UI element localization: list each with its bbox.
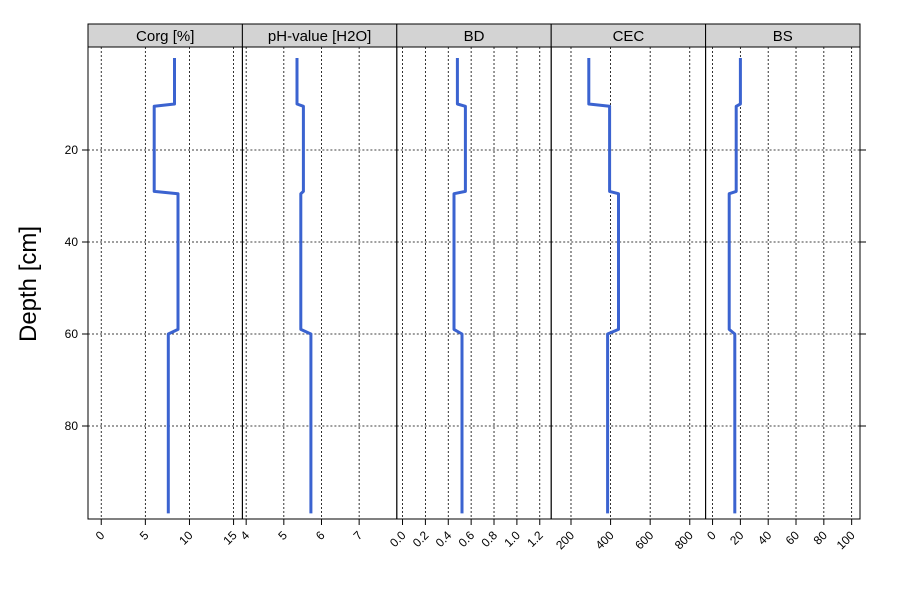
x-tick-label: 4 [238, 528, 253, 543]
x-tick-label: 600 [632, 528, 656, 552]
panel-2: pH-value [H2O] 4 5 6 7 [238, 24, 397, 543]
x-tick-label: 15 [220, 528, 240, 548]
panel-frame [397, 47, 551, 519]
panel-1: Corg [%] 0 5 10 15 [88, 24, 242, 548]
x-tick-label: 0.6 [456, 528, 478, 550]
x-tick-label: 0 [93, 528, 108, 543]
panel-title: BS [773, 28, 793, 45]
profile-line [297, 58, 311, 513]
profile-line [454, 58, 465, 513]
panel-title: BD [464, 28, 485, 45]
panel-4: CEC 200 400 600 800 [551, 24, 705, 552]
profile-line [154, 58, 178, 513]
profile-line [729, 58, 740, 513]
x-tick-label: 80 [811, 528, 831, 548]
x-tick-label: 5 [137, 528, 152, 543]
y-tick-label: 40 [65, 235, 79, 249]
x-tick-label: 0.2 [410, 528, 432, 550]
x-tick-label: 100 [834, 528, 858, 552]
panel-title: CEC [613, 28, 645, 45]
x-tick-label: 0.0 [387, 528, 409, 550]
x-tick-label: 5 [275, 528, 290, 543]
x-tick-label: 0 [704, 528, 719, 543]
x-tick-label: 6 [313, 528, 328, 543]
profile-line [589, 58, 619, 513]
x-tick-label: 0.4 [433, 528, 455, 550]
y-tick-label: 60 [65, 327, 79, 341]
panel-frame [88, 47, 242, 519]
x-tick-label: 1.2 [524, 528, 546, 550]
x-tick-label: 40 [755, 528, 775, 548]
x-tick-label: 400 [593, 528, 617, 552]
x-tick-label: 800 [672, 528, 696, 552]
x-tick-label: 60 [783, 528, 803, 548]
x-tick-label: 200 [553, 528, 577, 552]
panel-title: pH-value [H2O] [268, 28, 371, 45]
x-tick-label: 7 [351, 528, 366, 543]
y-tick-label: 80 [65, 419, 79, 433]
panel-title: Corg [%] [136, 28, 194, 45]
x-tick-label: 10 [176, 528, 196, 548]
x-tick-label: 1.0 [501, 528, 523, 550]
x-tick-label: 0.8 [478, 528, 500, 550]
y-tick-label: 20 [65, 143, 79, 157]
y-axis-title: Depth [cm] [15, 226, 42, 342]
panel-frame [551, 47, 705, 519]
x-tick-label: 20 [727, 528, 747, 548]
panel-frame [242, 47, 396, 519]
